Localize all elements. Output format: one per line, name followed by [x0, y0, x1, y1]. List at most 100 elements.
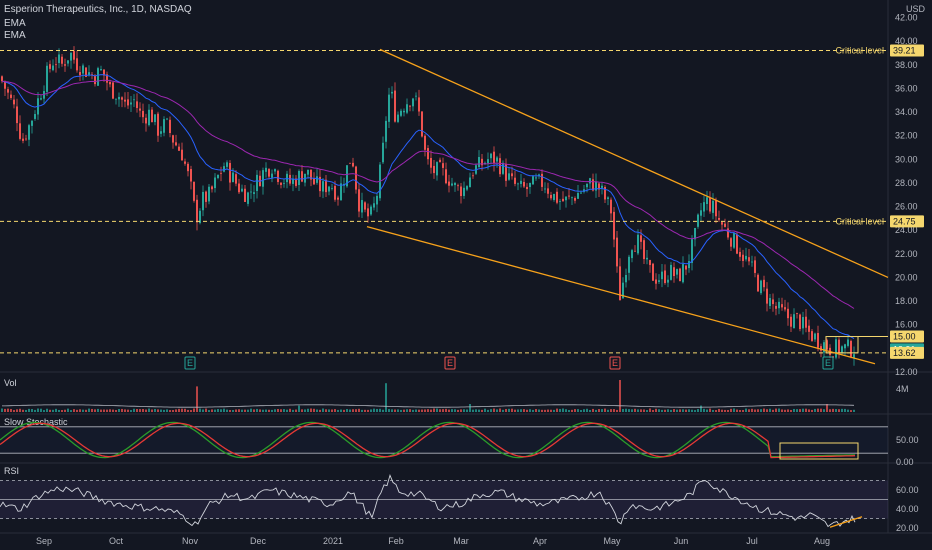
volume-bar [37, 408, 39, 412]
volume-bar [85, 409, 87, 412]
volume-bar [424, 409, 426, 412]
candle-body [820, 346, 822, 351]
candle-body [634, 250, 636, 252]
candle-body [712, 200, 714, 213]
volume-bar [49, 409, 51, 412]
volume-bar [820, 408, 822, 412]
candle-body [256, 174, 258, 191]
candle-body [79, 72, 81, 76]
price-tick-0: 42.00 [895, 13, 918, 23]
volume-bar [124, 409, 126, 412]
candle-body [622, 282, 624, 299]
volume-bar [430, 409, 432, 412]
volume-bar [265, 409, 267, 412]
volume-bar [253, 409, 255, 412]
volume-bar [436, 408, 438, 412]
candle-body [406, 104, 408, 113]
candle-body [82, 65, 84, 74]
candle-body [811, 331, 813, 341]
candle-body [409, 105, 411, 107]
candle-body [451, 183, 453, 186]
candle-body [313, 178, 315, 185]
candle-body [496, 157, 498, 162]
candle-body [352, 162, 354, 167]
volume-bar [349, 409, 351, 412]
candle-body [571, 197, 573, 199]
volume-bar [745, 408, 747, 412]
candle-body [823, 342, 825, 353]
volume-bar [232, 409, 234, 412]
volume-bar [673, 409, 675, 412]
volume-bar [445, 408, 447, 412]
time-axis[interactable]: Sep Oct Nov Dec 2021 Feb Mar Apr May Jun Jul Aug [36, 536, 830, 546]
volume-pane[interactable]: Vol 4M [1, 378, 909, 412]
candle-body [793, 314, 795, 329]
candle-body [67, 60, 69, 64]
volume-ma-line [2, 404, 855, 408]
indicator-ema-1[interactable]: EMA [4, 18, 26, 29]
volume-bar [835, 409, 837, 412]
candle-body [208, 186, 210, 202]
volume-bar [295, 409, 297, 412]
volume-bar [826, 404, 828, 412]
candle-body [22, 138, 24, 141]
candle-body [253, 192, 255, 194]
indicator-ema-2[interactable]: EMA [4, 30, 26, 41]
volume-bar [154, 408, 156, 412]
candle-body [388, 94, 390, 122]
volume-bar [595, 409, 597, 412]
candle-body [637, 234, 639, 254]
volume-bar [772, 409, 774, 412]
volume-bar [661, 409, 663, 412]
volume-bar [82, 409, 84, 412]
volume-bar [511, 408, 513, 412]
volume-bar [712, 409, 714, 412]
rsi-pane[interactable]: RSI 60.00 40.00 20.00 [0, 466, 919, 533]
candle-body [505, 163, 507, 181]
candle-body [100, 69, 102, 71]
volume-bar [691, 409, 693, 412]
price-tick-12: 18.00 [895, 296, 918, 306]
volume-bar [157, 409, 159, 412]
candle-body [556, 191, 558, 203]
volume-bar [787, 409, 789, 412]
volume-bar [91, 408, 93, 412]
candle-body [661, 271, 663, 280]
volume-bar [385, 383, 387, 412]
candle-body [364, 202, 366, 210]
volume-bar [94, 409, 96, 412]
candle-body [385, 120, 387, 142]
volume-bar [88, 408, 90, 412]
volume-bar [667, 409, 669, 412]
candle-body [691, 239, 693, 263]
candle-body [70, 52, 72, 61]
candle-body [49, 64, 51, 69]
volume-bar [247, 409, 249, 412]
volume-bar [118, 409, 120, 412]
candle-body [346, 165, 348, 187]
candle-body [232, 172, 234, 183]
volume-bar [850, 410, 852, 412]
volume-bar [370, 409, 372, 412]
candle-body [358, 189, 360, 212]
earnings-marker-text: E [447, 358, 453, 368]
volume-bar [166, 409, 168, 412]
ema-fast-line [1, 74, 855, 340]
volume-bar [409, 409, 411, 412]
candle-body [223, 166, 225, 172]
volume-bar [637, 409, 639, 412]
volume-bar [28, 408, 30, 412]
chart-header-symbol[interactable]: Esperion Therapeutics, Inc., 1D, NASDAQ [4, 4, 192, 15]
volume-bar [493, 408, 495, 412]
volume-bar [394, 409, 396, 412]
stochastic-tick-1: 0.00 [896, 457, 914, 467]
candle-body [400, 110, 402, 116]
volume-bar [13, 410, 15, 412]
volume-bar [472, 409, 474, 412]
candle-body [472, 175, 474, 177]
volume-bar [730, 408, 732, 412]
time-tick-9: Jun [674, 536, 689, 546]
